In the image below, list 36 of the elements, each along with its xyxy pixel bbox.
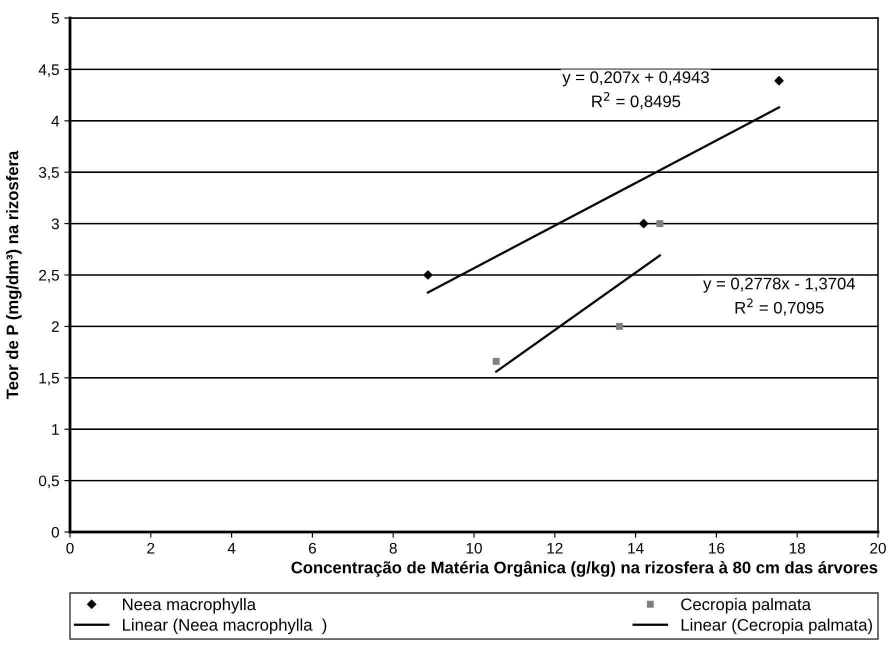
- legend-label: Cecropia palmata: [681, 598, 811, 614]
- x-tick-label: 20: [870, 542, 886, 554]
- legend-label: Linear (Cecropia palmata): [682, 618, 872, 634]
- y-tick-label: 3: [52, 218, 59, 230]
- x-tick-label: 0: [66, 542, 74, 554]
- y-tick-label: 2,5: [39, 270, 59, 282]
- point: [656, 220, 664, 228]
- x-tick-label: 4: [228, 542, 236, 554]
- point: [423, 270, 433, 280]
- point: [492, 358, 500, 365]
- x-tick-label: 14: [628, 542, 644, 554]
- y-tick-label: 4,5: [38, 64, 59, 77]
- x-tick-label: 18: [790, 542, 806, 554]
- point: [639, 218, 648, 228]
- y-tick-label: 3,5: [38, 167, 59, 180]
- x-axis-title: Concentração de Matéria Orgânica (g/kg) na rizosfera à 80 cm das árvores: [291, 560, 878, 577]
- x-tick-label: 16: [709, 542, 724, 554]
- x-tick-label: 2: [147, 542, 154, 554]
- legend-label: Neea macrophylla: [123, 598, 256, 614]
- y-tick-label: 4: [51, 116, 60, 126]
- point: [616, 322, 623, 330]
- y-tick-label: 0,5: [38, 475, 59, 488]
- x-tick-label: 12: [547, 542, 563, 554]
- x-tick-label: 10: [466, 542, 482, 554]
- y-tick-label: 5: [52, 13, 59, 24]
- y-axis-title: Teor de P (mg/dm³) na rizosfera: [6, 150, 22, 400]
- y-tick-label: 1,5: [40, 372, 59, 386]
- x-tick-label: 6: [308, 542, 316, 554]
- y-tick-label: 1: [52, 424, 59, 435]
- annotation: y = 0,2778x - 1,3704 R$^{2}$ = 0,7095: [703, 278, 856, 316]
- x-tick-label: 8: [390, 542, 397, 554]
- annotation: y = 0,207x + 0,4943 R$^{2}$ = 0,8495: [562, 71, 709, 110]
- y-tick-label: 2: [52, 321, 59, 332]
- y-tick-label: 0: [52, 526, 59, 538]
- point: [774, 76, 784, 86]
- legend-label: Linear (Neea macrophylla ): [123, 618, 326, 634]
